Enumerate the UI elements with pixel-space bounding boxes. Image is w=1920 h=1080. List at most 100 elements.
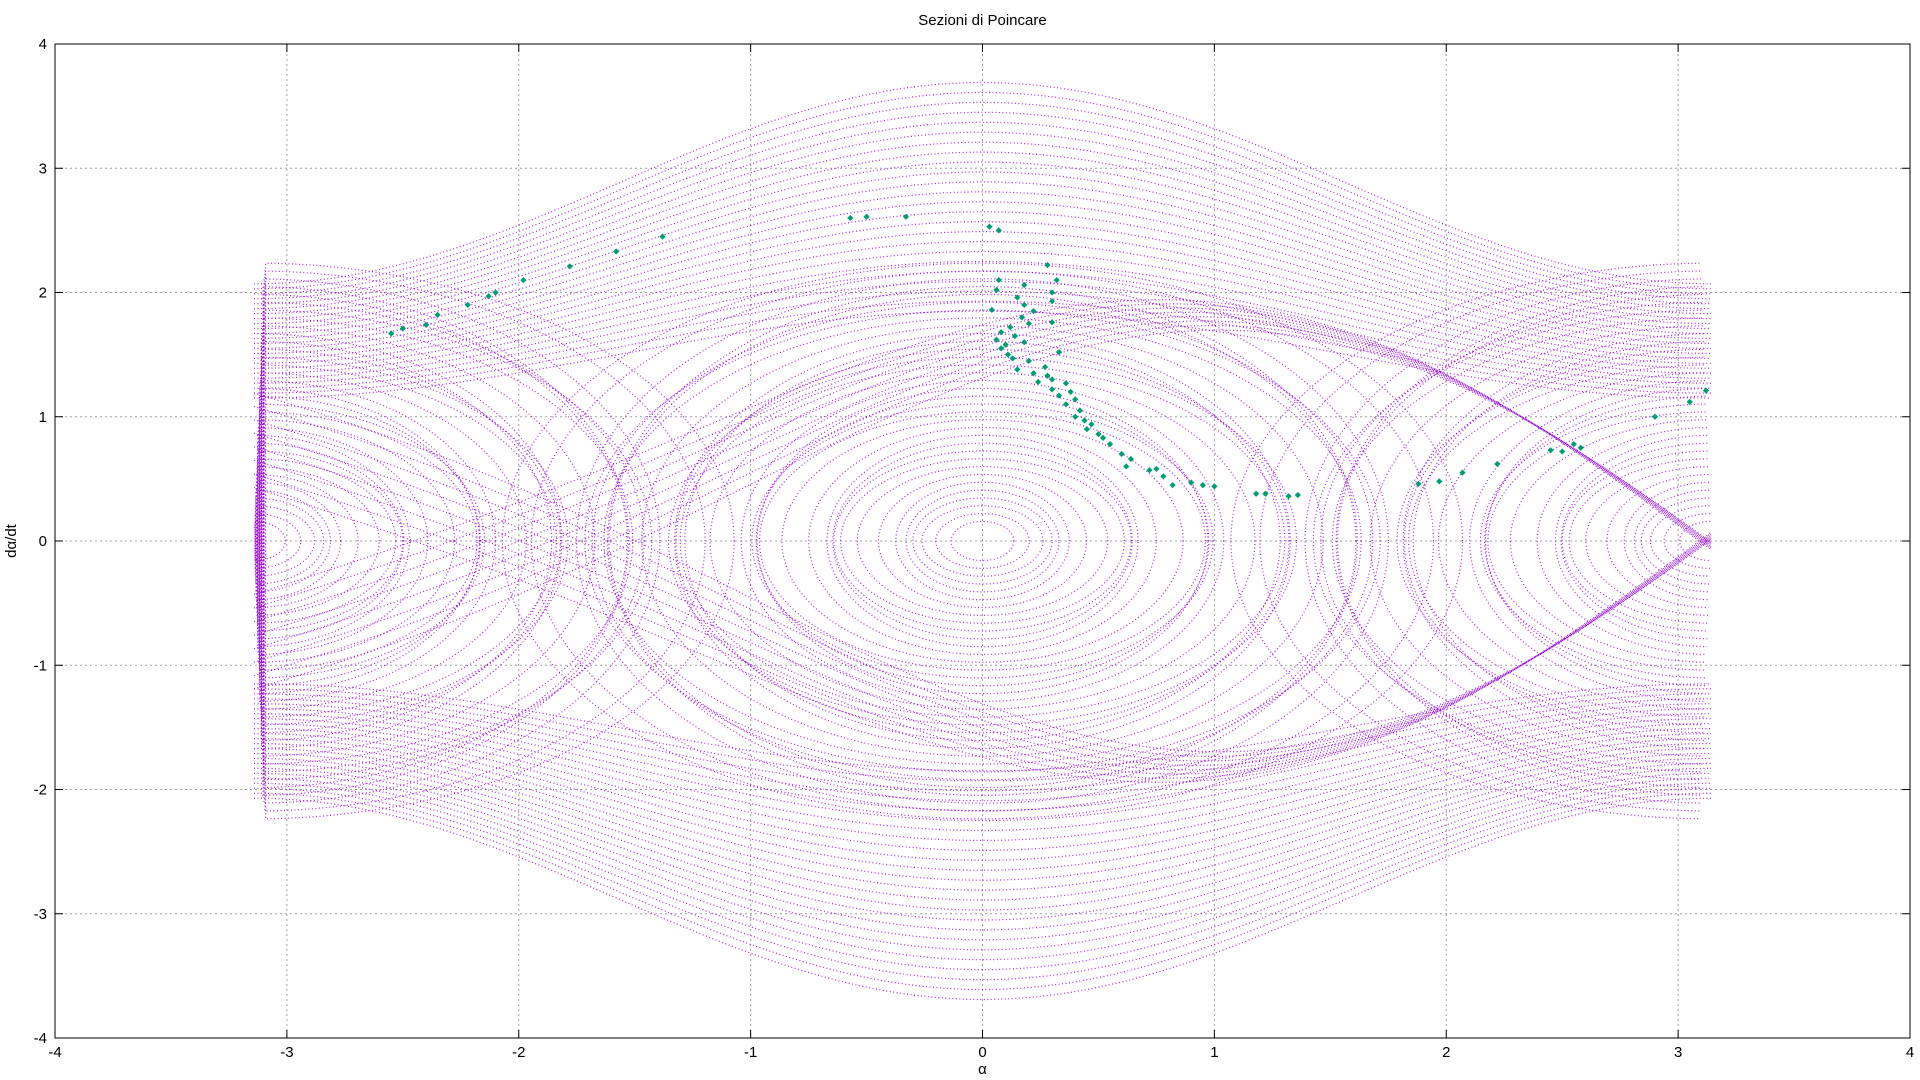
trajectory-curve [253, 792, 1712, 991]
x-tick-label: 1 [1210, 1044, 1218, 1061]
trajectory-curve [912, 497, 1053, 585]
trajectory-curve [254, 300, 1711, 394]
trajectory-curve [254, 111, 1711, 300]
trajectory-curve [254, 221, 1711, 354]
trajectory-curve [260, 364, 557, 718]
trajectory-curve [254, 250, 1711, 369]
trajectory-curve [257, 434, 411, 648]
trajectory-curve [265, 262, 735, 820]
trajectory-curve [261, 325, 596, 757]
y-tick-label: -2 [34, 782, 47, 799]
trajectory-curve [254, 683, 1711, 772]
axis-ticks: -4 -3 -2 -1 0 1 2 3 4 -4 -3 -2 -1 0 1 2 3 4 [34, 36, 1915, 1061]
section-point [1025, 320, 1032, 327]
trajectory-curve [254, 767, 1711, 941]
section-point [1072, 413, 1079, 420]
section-point [1048, 289, 1056, 296]
trajectory-curve [575, 278, 1389, 804]
trajectory-curve [254, 742, 1711, 891]
section-point [1055, 392, 1063, 399]
trajectory-curve [839, 458, 1125, 624]
trajectory-curve [256, 473, 359, 609]
trajectory-curve [1408, 364, 1704, 718]
y-tick-label: 1 [39, 409, 47, 426]
trajectory-curve [1485, 387, 1706, 695]
section-point [1035, 378, 1042, 386]
section-point [1123, 463, 1130, 470]
section-point [988, 306, 995, 314]
trajectory-curve [253, 757, 1712, 921]
section-point [1021, 339, 1028, 346]
section-point [1577, 444, 1584, 451]
trajectory-curve [1560, 442, 1708, 640]
trajectory-curve [740, 379, 1225, 703]
trajectory-curve [1230, 262, 1700, 820]
trajectory-curve [254, 191, 1711, 340]
trajectory-curve [1623, 481, 1709, 601]
trajectory-curve [501, 262, 1464, 820]
trajectory-curve [254, 787, 1711, 981]
trajectory-curve [253, 260, 1712, 374]
trajectory-curve [257, 426, 429, 656]
y-tick-label: -1 [34, 657, 47, 674]
trajectory-curve [1369, 325, 1703, 757]
x-tick-label: 3 [1674, 1044, 1682, 1061]
trajectory-curve [263, 278, 661, 804]
trajectory-curve [895, 481, 1070, 601]
trajectory-series [253, 81, 1712, 1001]
trajectory-curve [262, 317, 634, 765]
trajectory-curve [253, 708, 1712, 822]
trajectory-curve [255, 497, 325, 585]
section-point [464, 301, 471, 309]
trajectory-curve [256, 458, 397, 624]
trajectory-curve [253, 161, 1712, 325]
trajectory-curve [254, 797, 1711, 1001]
section-point [1048, 386, 1056, 393]
x-tick-label: 4 [1906, 1044, 1914, 1061]
trajectory-curve [254, 713, 1711, 832]
section-point [1188, 479, 1195, 486]
x-tick-label: -3 [280, 1044, 293, 1061]
trajectory-curve [668, 356, 1297, 726]
trajectory-curve [258, 419, 456, 663]
trajectory-curve [758, 411, 1207, 671]
trajectory-curve [254, 241, 1711, 364]
trajectory-curve [1554, 434, 1708, 648]
trajectory-curve [259, 379, 496, 703]
trajectory-curve [921, 505, 1044, 577]
section-point [1067, 388, 1074, 396]
section-point [1011, 332, 1019, 340]
x-tick-label: 0 [978, 1044, 986, 1061]
trajectory-curve [1483, 395, 1706, 687]
y-tick-label: 2 [39, 285, 47, 302]
trajectory-curve [254, 81, 1711, 285]
trajectory-curve [254, 782, 1711, 971]
section-point [1459, 469, 1466, 476]
trajectory-curve [1469, 380, 1706, 702]
trajectory-curve [1336, 293, 1702, 789]
y-tick-label: 4 [39, 36, 47, 53]
trajectory-curve [254, 520, 286, 562]
section-point [1099, 434, 1107, 441]
section-point [434, 311, 441, 318]
section-point [1062, 401, 1070, 408]
section-point [1253, 490, 1260, 497]
trajectory-curve [254, 310, 1711, 399]
trajectory-curve [253, 405, 1712, 757]
trajectory-curve [253, 772, 1712, 951]
section-point [1053, 276, 1060, 284]
section-point [1030, 370, 1037, 377]
trajectory-curve [1259, 270, 1701, 812]
trajectory-curve [254, 728, 1711, 861]
trajectory-curve [260, 348, 562, 734]
trajectory-curve [1403, 348, 1704, 734]
trajectory-curve [1640, 497, 1710, 585]
trajectory-curve [1568, 458, 1708, 624]
section-point [399, 325, 406, 332]
trajectory-curve [608, 293, 1357, 789]
trajectory-curve [950, 520, 1015, 562]
trajectory-curve [254, 733, 1711, 871]
trajectory-curve [253, 723, 1712, 851]
trajectory-curve [935, 513, 1030, 569]
trajectory-curve [254, 141, 1711, 315]
